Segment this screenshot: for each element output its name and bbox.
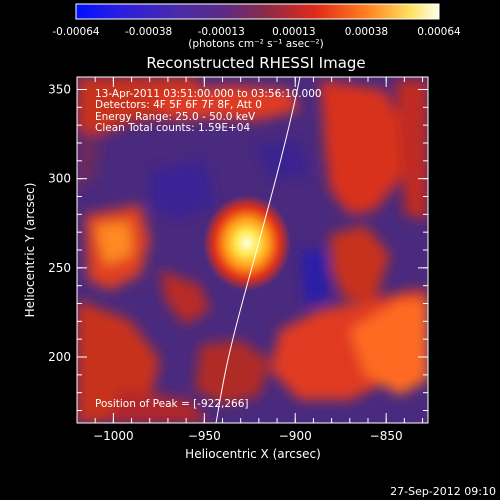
- solar-limb-line: [215, 77, 301, 423]
- flare-peak-source: [203, 195, 291, 291]
- y-tick-label: 200: [48, 350, 71, 364]
- colorbar: [75, 3, 440, 20]
- info-line-energy: Energy Range: 25.0 - 50.0 keV: [95, 111, 256, 123]
- colorbar-tick-label: -0.00013: [198, 26, 245, 38]
- x-tick-label: −900: [279, 429, 312, 443]
- colorbar-ticks: -0.00064 -0.00038 -0.00013 0.00013 0.00038 0.…: [52, 26, 461, 38]
- y-tick-label: 250: [48, 261, 71, 275]
- plot-title: Reconstructed RHESSI Image: [146, 54, 365, 72]
- info-line-time: 13-Apr-2011 03:51:00.000 to 03:56:10.000: [95, 88, 322, 100]
- info-line-detectors: Detectors: 4F 5F 6F 7F 8F, Att 0: [95, 99, 262, 111]
- y-tick-label: 350: [48, 82, 71, 96]
- y-axis-label: Heliocentric Y (arcsec): [23, 183, 37, 318]
- x-tick-label: −1000: [93, 429, 134, 443]
- peak-position-label: Position of Peak = [-922,266]: [95, 398, 249, 410]
- colorbar-tick-label: -0.00038: [125, 26, 172, 38]
- colorbar-tick-label: -0.00064: [52, 26, 100, 38]
- x-axis-ticks: −1000 −950 −900 −850: [93, 77, 424, 443]
- colorbar-tick-label: 0.00013: [272, 26, 315, 38]
- info-line-counts: Clean Total counts: 1.59E+04: [95, 122, 250, 134]
- colorbar-tick-label: 0.00064: [417, 26, 461, 38]
- x-tick-label: −950: [188, 429, 221, 443]
- x-axis-label: Heliocentric X (arcsec): [185, 447, 321, 461]
- colorbar-units: (photons cm⁻² s⁻¹ asec⁻²): [188, 38, 323, 50]
- x-tick-label: −850: [370, 429, 403, 443]
- solar-image: [77, 77, 428, 423]
- colorbar-tick-label: 0.00038: [345, 26, 388, 38]
- y-tick-label: 300: [48, 172, 71, 186]
- y-axis-ticks: 350 300 250 200: [48, 82, 428, 412]
- footer-date: 27-Sep-2012 09:10: [390, 485, 496, 498]
